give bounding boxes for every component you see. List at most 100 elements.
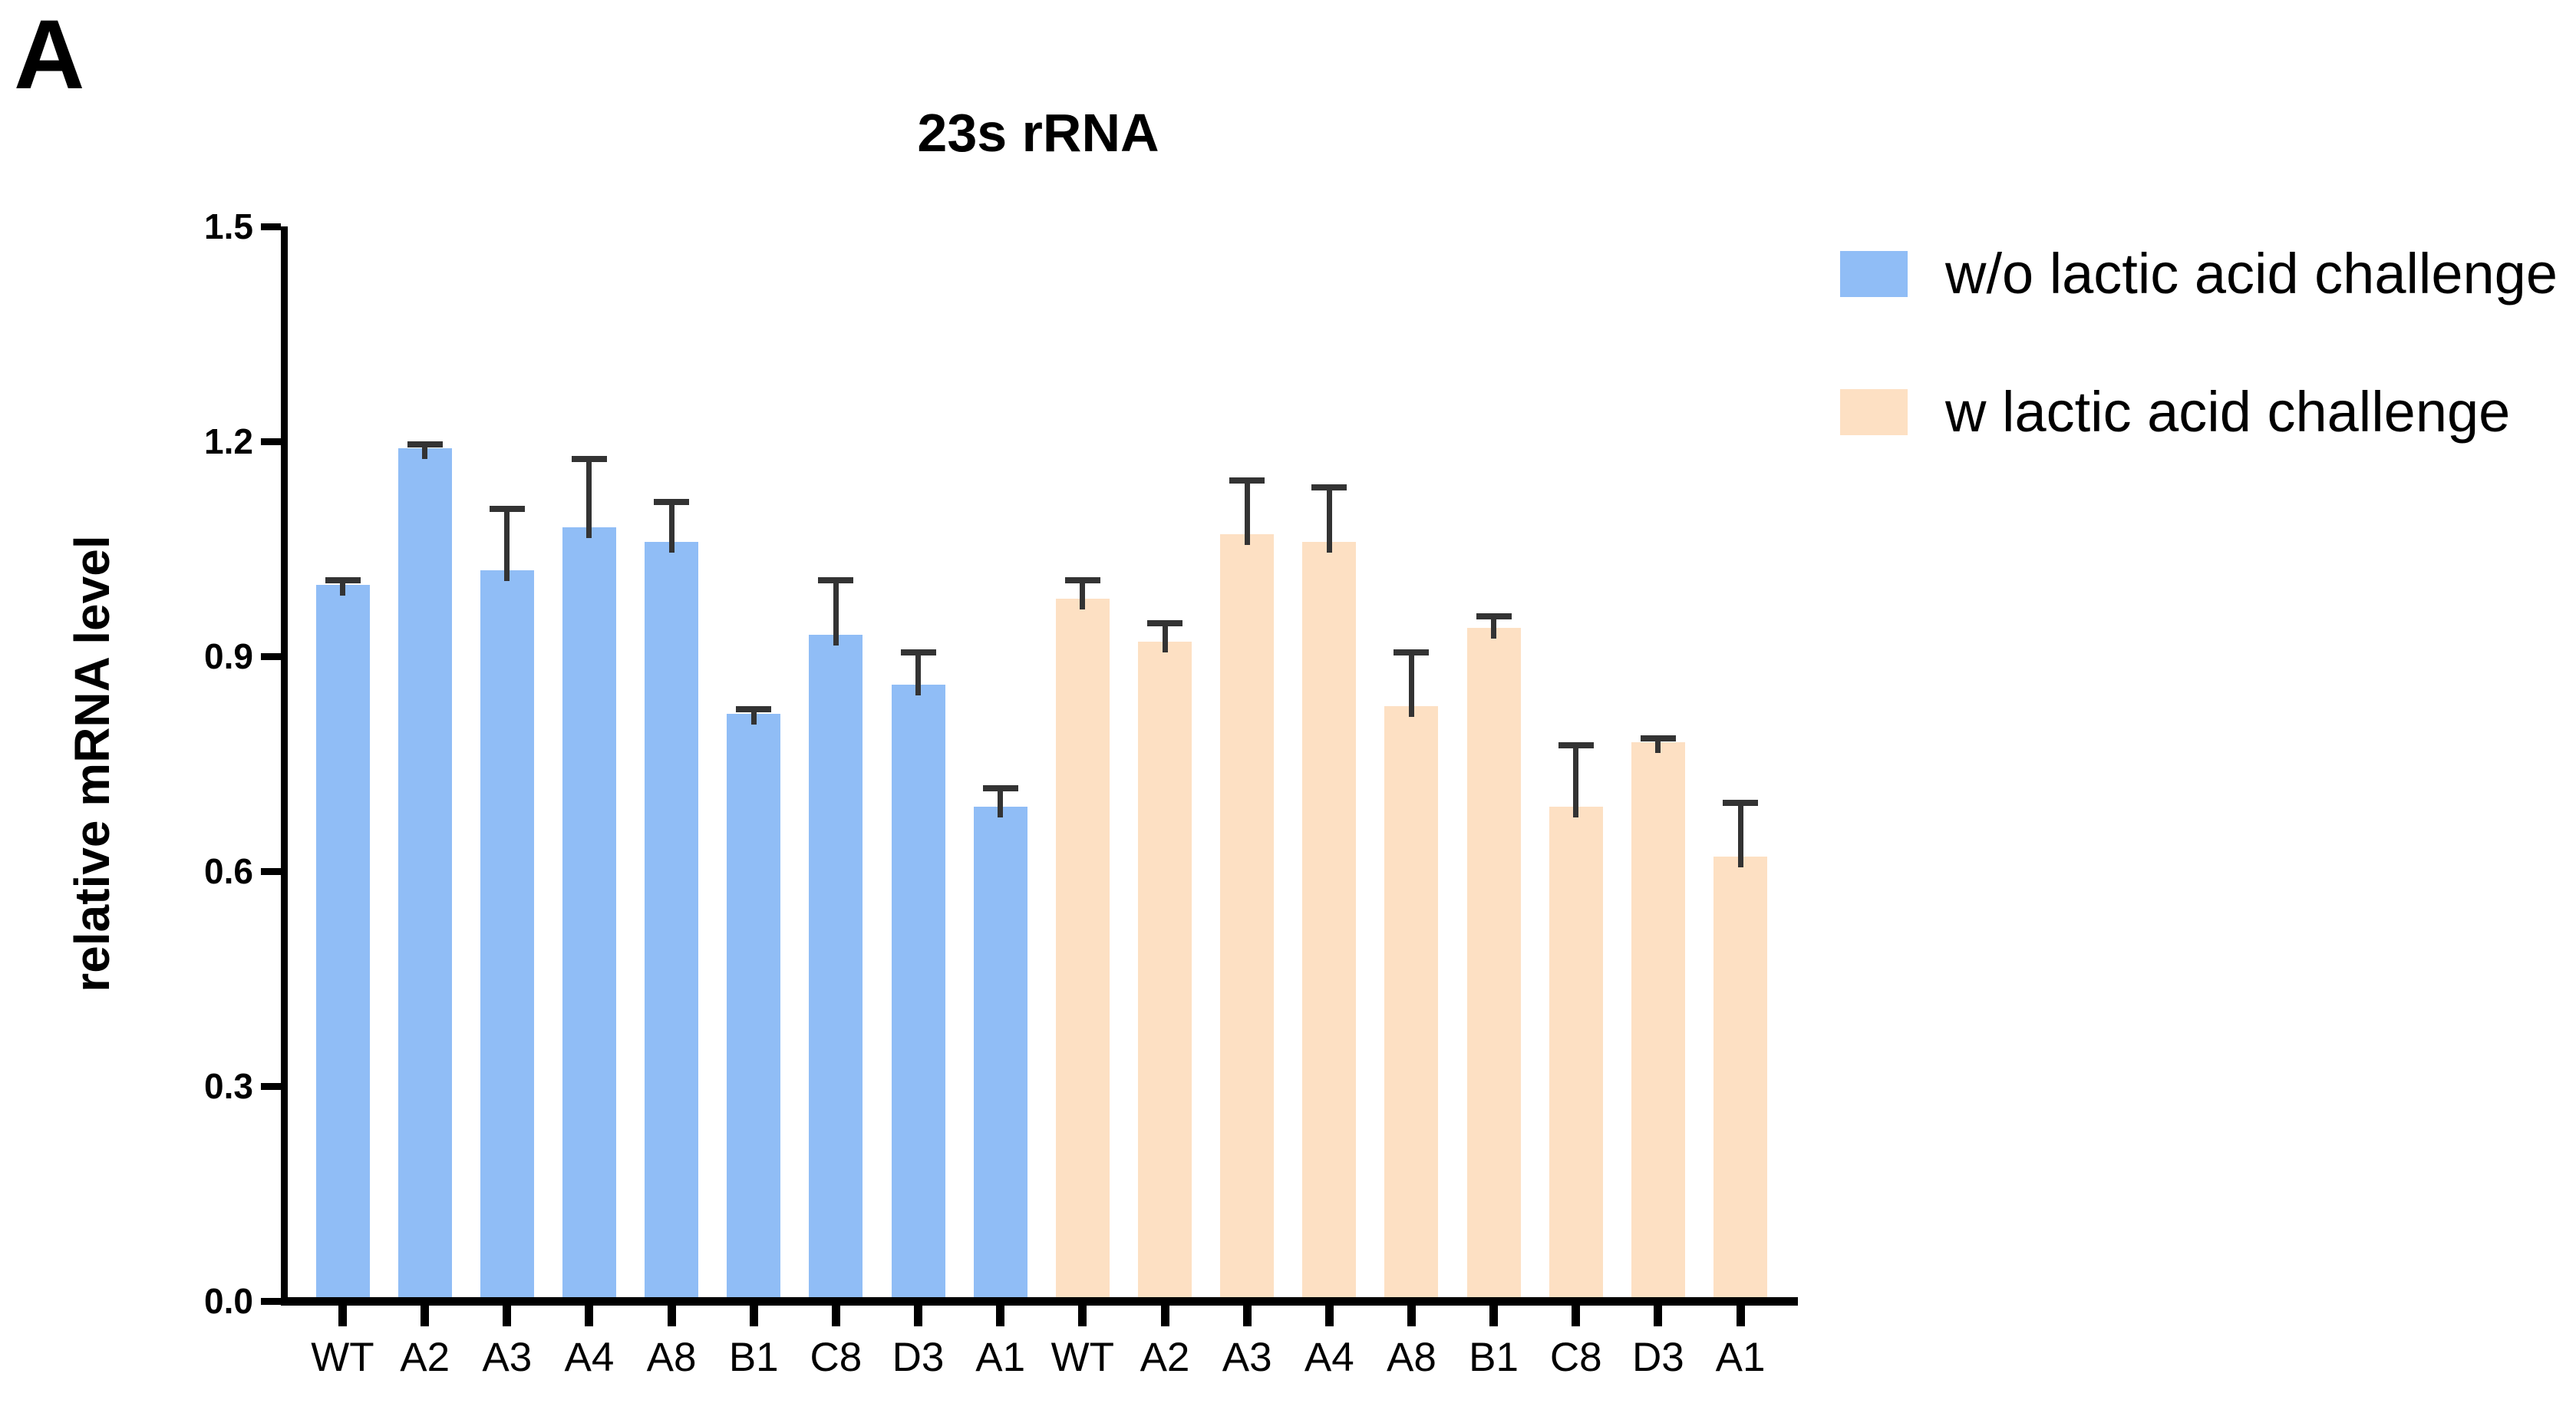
error-bar-stem: [1408, 653, 1414, 718]
x-axis-tick-label: A1: [1715, 1335, 1766, 1380]
chart-title: 23s rRNA: [917, 103, 1159, 163]
x-axis-tick-label: D3: [892, 1335, 945, 1380]
x-axis-tick: [1654, 1306, 1663, 1326]
x-axis-tick-label: A8: [646, 1335, 697, 1380]
error-bar-stem: [504, 510, 510, 581]
error-bar-stem: [915, 653, 922, 696]
bar-w-A1: [1713, 857, 1768, 1301]
y-axis-tick-label: 1.5: [204, 206, 253, 246]
y-axis-tick-label: 0.6: [204, 851, 253, 891]
y-axis-tick: [261, 652, 281, 660]
error-bar-cap: [571, 455, 607, 462]
bar-wo-A8: [645, 541, 699, 1301]
bar-w-A3: [1220, 534, 1275, 1301]
bar-wo-A4: [562, 527, 616, 1301]
error-bar-cap: [489, 506, 525, 512]
x-axis-tick: [1078, 1306, 1087, 1326]
error-bar-stem: [750, 711, 757, 725]
error-bar-cap: [1476, 613, 1512, 619]
error-bar-cap: [1229, 477, 1265, 484]
x-axis-tick: [1242, 1306, 1252, 1326]
error-bar-stem: [1162, 625, 1168, 653]
x-axis-tick: [749, 1306, 758, 1326]
bar-w-A2: [1138, 642, 1192, 1301]
x-axis-tick: [1489, 1306, 1499, 1326]
error-bar-stem: [1491, 618, 1497, 639]
y-axis-line: [281, 226, 288, 1306]
x-axis-tick: [1736, 1306, 1745, 1326]
x-axis-line: [281, 1297, 1798, 1306]
x-axis-tick: [338, 1306, 347, 1326]
legend-swatch-icon: [1840, 251, 1908, 297]
y-axis-tick-label: 0.9: [204, 636, 253, 676]
x-axis-tick: [585, 1306, 594, 1326]
error-bar-stem: [668, 503, 675, 553]
error-bar-stem: [1573, 747, 1579, 817]
error-bar-cap: [818, 577, 854, 584]
error-bar-cap: [1147, 620, 1182, 627]
x-axis-tick-label: WT: [311, 1335, 374, 1380]
x-axis-tick-label: A3: [482, 1335, 533, 1380]
x-axis-tick-label: A3: [1222, 1335, 1272, 1380]
x-axis-tick-label: A2: [400, 1335, 450, 1380]
error-bar-cap: [1311, 484, 1347, 490]
error-bar-cap: [1723, 799, 1759, 806]
error-bar-stem: [422, 446, 428, 460]
x-axis-tick: [1324, 1306, 1334, 1326]
y-axis-tick: [261, 223, 281, 230]
x-axis-tick-label: C8: [810, 1335, 863, 1380]
error-bar-cap: [1558, 742, 1594, 748]
x-axis-tick: [914, 1306, 923, 1326]
error-bar-stem: [1326, 489, 1332, 553]
error-bar-stem: [1080, 582, 1086, 610]
legend-item: w/o lactic acid challenge: [1840, 239, 2558, 309]
x-axis-tick: [667, 1306, 676, 1326]
bar-wo-D3: [891, 685, 945, 1301]
error-bar-stem: [1244, 481, 1250, 546]
legend-label: w lactic acid challenge: [1945, 380, 2511, 444]
y-axis-tick: [261, 867, 281, 875]
y-axis-tick: [261, 438, 281, 445]
error-bar-cap: [1640, 735, 1676, 741]
bar-wo-A3: [480, 570, 534, 1301]
error-bar-stem: [586, 460, 592, 538]
x-axis-tick-label: A4: [564, 1335, 615, 1380]
error-bar-stem: [998, 790, 1004, 817]
bar-wo-WT: [315, 584, 370, 1301]
error-bar-stem: [1655, 739, 1661, 753]
error-bar-cap: [654, 498, 690, 505]
panel-label: A: [14, 0, 85, 110]
error-bar-cap: [1064, 577, 1100, 584]
bar-wo-B1: [727, 713, 781, 1301]
legend-swatch-icon: [1840, 389, 1908, 435]
bar-wo-A2: [397, 448, 452, 1301]
legend-label: w/o lactic acid challenge: [1945, 242, 2558, 305]
y-axis-tick-label: 0.0: [204, 1281, 253, 1321]
bar-w-D3: [1631, 742, 1685, 1301]
x-axis-tick: [1572, 1306, 1581, 1326]
error-bar-cap: [1394, 649, 1430, 655]
x-axis-tick-label: B1: [728, 1335, 779, 1380]
bar-wo-C8: [809, 635, 863, 1301]
error-bar-cap: [982, 785, 1018, 791]
x-axis-tick: [996, 1306, 1005, 1326]
x-axis-tick-label: D3: [1632, 1335, 1684, 1380]
error-bar-cap: [736, 706, 772, 713]
error-bar-stem: [1737, 804, 1743, 868]
x-axis-tick-label: B1: [1469, 1335, 1519, 1380]
x-axis-tick: [1160, 1306, 1169, 1326]
x-axis-tick-label: WT: [1051, 1335, 1115, 1380]
x-axis-tick: [503, 1306, 512, 1326]
x-axis-tick-label: A1: [975, 1335, 1026, 1380]
x-axis-tick: [421, 1306, 430, 1326]
error-bar-cap: [900, 649, 936, 655]
y-axis-tick-label: 0.3: [204, 1066, 253, 1106]
x-axis-tick-label: A2: [1140, 1335, 1190, 1380]
error-bar-stem: [833, 582, 839, 646]
bar-wo-A1: [973, 807, 1027, 1301]
error-bar-cap: [325, 577, 361, 584]
x-axis-tick: [1407, 1306, 1416, 1326]
y-axis-tick-label: 1.2: [204, 421, 253, 461]
bar-w-B1: [1466, 627, 1521, 1301]
